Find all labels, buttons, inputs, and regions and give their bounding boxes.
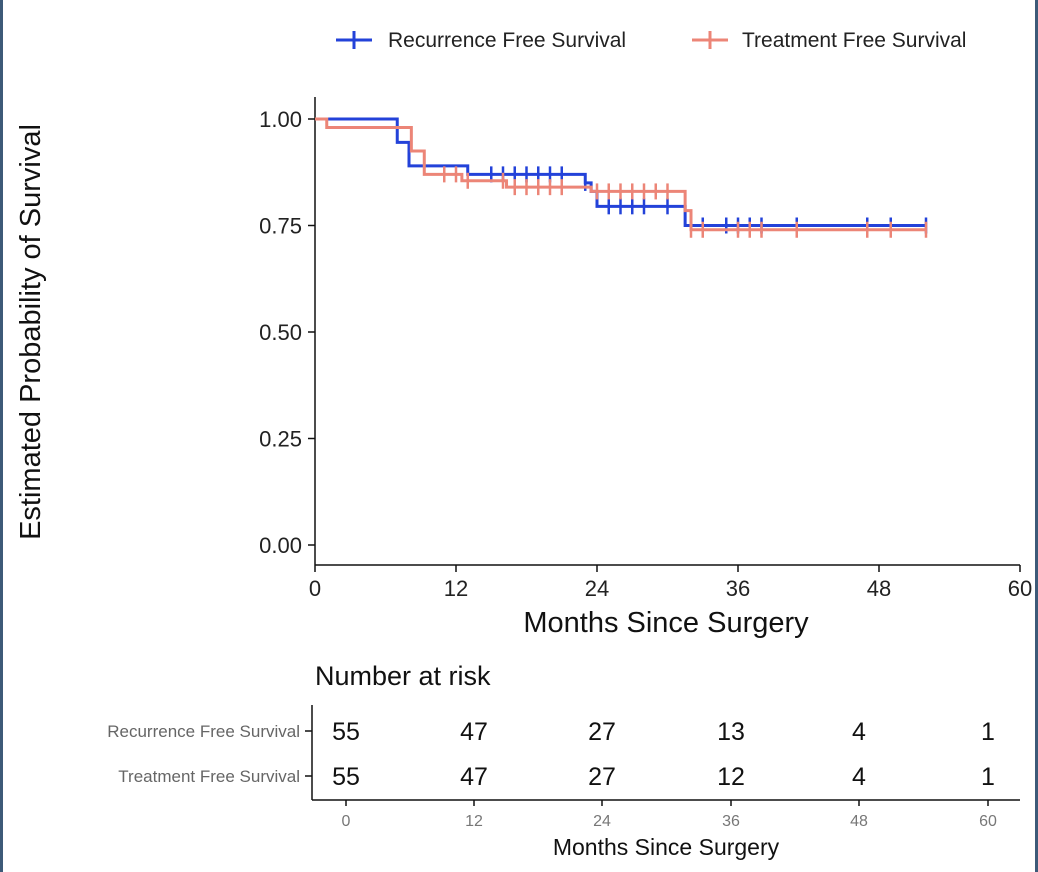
risk-count: 4 (852, 763, 866, 791)
legend-item-recurrence[interactable]: Recurrence Free Survival (336, 29, 626, 52)
risk-x-tick-label: 12 (465, 813, 483, 830)
x-tick-label: 36 (726, 576, 750, 601)
y-tick-label: 0.75 (259, 214, 302, 239)
risk-count: 27 (588, 718, 616, 746)
series-layer (315, 117, 928, 238)
risk-x-tick-label: 36 (722, 813, 740, 830)
x-tick-label: 60 (1008, 576, 1032, 601)
risk-count: 1 (981, 763, 995, 791)
legend-label-recurrence: Recurrence Free Survival (388, 29, 626, 52)
risk-table-rows: Recurrence Free Survival 55 47 27 13 4 1 Treatm… (107, 718, 995, 791)
risk-row-label: Treatment Free Survival (118, 767, 300, 786)
y-tick-label: 0.50 (259, 320, 302, 345)
x-axis-title: Months Since Surgery (523, 607, 809, 639)
risk-count: 13 (717, 718, 745, 746)
series-line-treatment (315, 117, 926, 232)
x-ticks: 0 12 24 36 48 60 (309, 565, 1032, 601)
risk-count: 47 (460, 718, 488, 746)
risk-count: 27 (588, 763, 616, 791)
risk-count: 12 (717, 763, 745, 791)
legend-item-treatment[interactable]: Treatment Free Survival (692, 29, 966, 52)
risk-x-tick-label: 48 (850, 813, 868, 830)
risk-count: 55 (332, 763, 360, 791)
risk-x-tick-label: 60 (979, 813, 997, 830)
risk-count: 55 (332, 718, 360, 746)
window-frame-left (0, 0, 3, 872)
window-frame-right (1035, 0, 1038, 872)
risk-table-x-ticks: 0 12 24 36 48 60 (342, 800, 997, 830)
risk-table: Number at risk Recurrence Free Survival 5… (107, 661, 1020, 860)
x-tick-label: 24 (585, 576, 609, 601)
risk-row-label: Recurrence Free Survival (107, 722, 300, 741)
legend: Recurrence Free Survival Treatment Free … (336, 29, 966, 52)
y-axis-title: Estimated Probability of Survival (15, 124, 47, 540)
risk-count: 1 (981, 718, 995, 746)
legend-label-treatment: Treatment Free Survival (742, 29, 966, 52)
risk-table-title: Number at risk (315, 661, 491, 691)
risk-x-tick-label: 0 (342, 813, 351, 830)
risk-table-x-title: Months Since Surgery (553, 834, 780, 860)
y-tick-label: 0.00 (259, 533, 302, 558)
y-tick-label: 0.25 (259, 427, 302, 452)
x-tick-label: 48 (867, 576, 891, 601)
y-ticks: 0.00 0.25 0.50 0.75 1.00 (259, 107, 315, 558)
series-line-recurrence (315, 117, 926, 227)
x-tick-label: 12 (444, 576, 468, 601)
risk-x-tick-label: 24 (593, 813, 611, 830)
risk-count: 4 (852, 718, 866, 746)
risk-count: 47 (460, 763, 488, 791)
y-tick-label: 1.00 (259, 107, 302, 132)
x-tick-label: 0 (309, 576, 321, 601)
